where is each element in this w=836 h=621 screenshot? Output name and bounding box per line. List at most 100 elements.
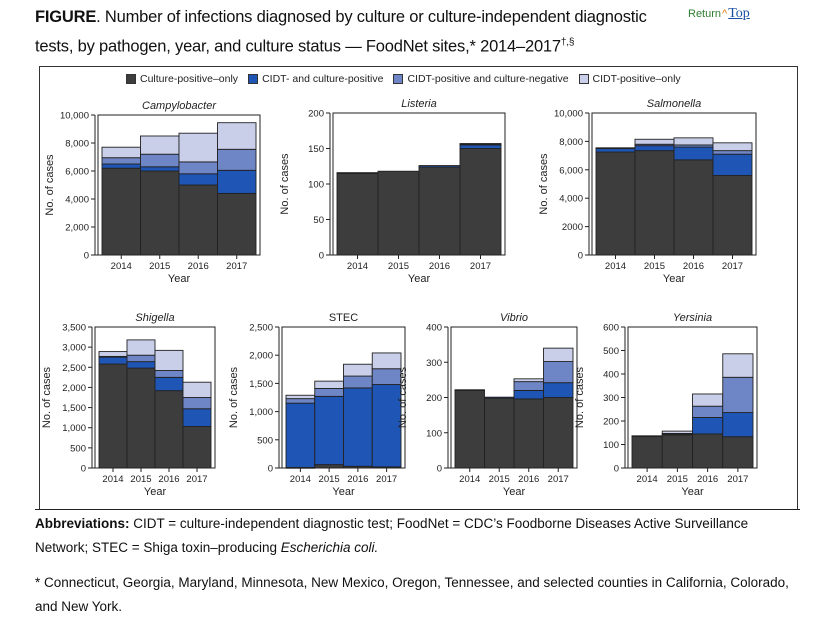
listeria-bar-2014-series-0 — [336, 172, 379, 256]
campylobacter-y-tick-label: 4,000 — [65, 195, 89, 206]
shigella-bar-2015-series-0 — [126, 367, 156, 469]
yersinia-x-tick-label: 2015 — [667, 474, 688, 485]
yersinia-y-tick-label: 200 — [603, 417, 619, 428]
salmonella-y-axis-label: No. of cases — [538, 153, 550, 215]
vibrio-chart-title: Vibrio — [500, 312, 528, 324]
shigella-bar-2014-series-1 — [98, 356, 128, 365]
stec-bar-2015-series-0 — [314, 464, 344, 469]
campylobacter-bar-2016-series-0 — [178, 184, 218, 256]
stec-bar-2014-series-1 — [285, 402, 316, 468]
stec-x-tick-label: 2014 — [290, 474, 311, 485]
stec-y-tick-label: 2,000 — [249, 351, 273, 362]
legend-swatch — [248, 74, 259, 84]
listeria-y-tick-label: 150 — [308, 144, 324, 155]
figure-label: FIGURE — [35, 8, 97, 26]
campylobacter-x-tick-label: 2016 — [188, 261, 209, 272]
vibrio-bar-2017-series-0 — [543, 397, 574, 469]
campylobacter-bar-2016-series-2 — [178, 161, 218, 175]
vibrio-y-tick-label: 300 — [426, 358, 442, 369]
shigella-y-tick-label: 0 — [81, 464, 86, 475]
yersinia-x-tick-label: 2017 — [727, 474, 748, 485]
yersinia-y-tick-label: 600 — [603, 323, 619, 334]
campylobacter-bar-2014-series-1 — [101, 163, 141, 169]
campylobacter-bar-2017-series-3 — [217, 122, 257, 150]
salmonella-x-tick-label: 2014 — [605, 261, 626, 272]
salmonella-bar-2014-series-2 — [595, 147, 636, 150]
legend-item-cidt-positive-only: CIDT-positive–only — [578, 73, 681, 85]
stec-bar-2017-series-3 — [371, 352, 402, 370]
shigella-bar-2016-series-0 — [154, 390, 184, 469]
campylobacter-chart-title: Campylobacter — [142, 100, 217, 112]
return-label: Return — [688, 8, 722, 20]
legend-item-cidt-and-culture-positive: CIDT- and culture-positive — [248, 73, 383, 85]
shigella-bar-2017-series-0 — [182, 426, 212, 469]
listeria-bar-2017-series-3 — [459, 143, 502, 145]
campylobacter-y-tick-label: 10,000 — [60, 111, 89, 122]
return-to-top-link[interactable]: Return^Top — [688, 5, 750, 22]
campylobacter-bar-2016-series-1 — [178, 173, 218, 186]
vibrio-y-tick-label: 400 — [426, 323, 442, 334]
salmonella-bar-2014-series-0 — [595, 151, 636, 256]
listeria-chart-title: Listeria — [401, 98, 436, 110]
yersinia-bar-2017-series-1 — [722, 412, 754, 438]
salmonella-y-tick-label: 6,000 — [559, 165, 583, 176]
yersinia-y-tick-label: 0 — [614, 464, 619, 475]
vibrio-bar-2016-series-1 — [513, 390, 544, 400]
campylobacter-y-tick-label: 8,000 — [65, 139, 89, 150]
campylobacter-x-tick-label: 2015 — [149, 261, 170, 272]
shigella-chart-title: Shigella — [135, 312, 174, 324]
campylobacter-bar-2017-series-2 — [217, 148, 257, 171]
campylobacter-bar-2015-series-1 — [140, 166, 180, 172]
listeria-bar-2014-series-1 — [336, 172, 379, 174]
campylobacter-x-tick-label: 2017 — [226, 261, 247, 272]
stec-x-axis-label: Year — [332, 486, 355, 498]
top-link[interactable]: Top — [728, 6, 750, 21]
yersinia-x-tick-label: 2016 — [697, 474, 718, 485]
yersinia-y-tick-label: 500 — [603, 346, 619, 357]
yersinia-y-tick-label: 400 — [603, 370, 619, 381]
salmonella-x-tick-label: 2017 — [722, 261, 743, 272]
vibrio-x-axis-label: Year — [503, 486, 526, 498]
vibrio-bar-2017-series-1 — [543, 382, 574, 398]
stec-bar-2014-series-3 — [285, 394, 316, 400]
salmonella-bar-2016-series-1 — [673, 146, 714, 161]
abbreviations-italic: Escherichia coli. — [280, 540, 379, 555]
shigella-y-tick-label: 3,500 — [62, 323, 86, 334]
vibrio-x-tick-label: 2017 — [548, 474, 569, 485]
stec-bar-2015-series-3 — [314, 380, 344, 389]
legend-swatch — [393, 74, 404, 84]
stec-bar-2017-series-1 — [371, 384, 402, 468]
figure-title: FIGURE. Number of infections diagnosed b… — [35, 4, 675, 60]
shigella-bar-2014-series-3 — [98, 351, 128, 357]
stec-x-tick-label: 2015 — [319, 474, 340, 485]
legend-item-cidt-positive-culture-negative: CIDT-positive and culture-negative — [393, 73, 569, 85]
vibrio-y-tick-label: 200 — [426, 393, 442, 404]
listeria-x-axis-label: Year — [408, 273, 431, 285]
shigella-x-axis-label: Year — [144, 486, 167, 498]
yersinia-bar-2016-series-1 — [692, 417, 724, 435]
stec-chart-title: STEC — [329, 312, 358, 324]
yersinia-x-tick-label: 2014 — [637, 474, 658, 485]
shigella-bar-2015-series-3 — [126, 339, 156, 356]
salmonella-y-tick-label: 10,000 — [554, 109, 583, 120]
vibrio-bar-2016-series-3 — [513, 378, 544, 383]
yersinia-bar-2016-series-0 — [692, 433, 724, 469]
listeria-y-tick-label: 0 — [319, 251, 324, 262]
return-arrow-icon: ^ — [722, 8, 728, 20]
campylobacter-bar-2014-series-2 — [101, 157, 141, 165]
salmonella-bar-2015-series-1 — [634, 145, 675, 152]
legend-item-culture-positive-only: Culture-positive–only — [126, 73, 238, 85]
abbreviations-note: Abbreviations: CIDT = culture-independen… — [35, 512, 795, 560]
stec-bar-2016-series-1 — [343, 387, 373, 467]
salmonella-bar-2015-series-0 — [634, 150, 675, 256]
salmonella-y-tick-label: 8,000 — [559, 137, 583, 148]
shigella-x-tick-label: 2016 — [158, 474, 179, 485]
vibrio-bar-2015-series-0 — [484, 397, 515, 469]
salmonella-bar-2015-series-3 — [634, 138, 675, 145]
campylobacter-bar-2017-series-1 — [217, 169, 257, 194]
legend-label: CIDT- and culture-positive — [262, 73, 384, 85]
shigella-bar-2015-series-1 — [126, 361, 156, 369]
vibrio-bar-2015-series-1 — [484, 396, 515, 399]
campylobacter-y-tick-label: 0 — [84, 251, 89, 262]
campylobacter-y-tick-label: 2,000 — [65, 223, 89, 234]
